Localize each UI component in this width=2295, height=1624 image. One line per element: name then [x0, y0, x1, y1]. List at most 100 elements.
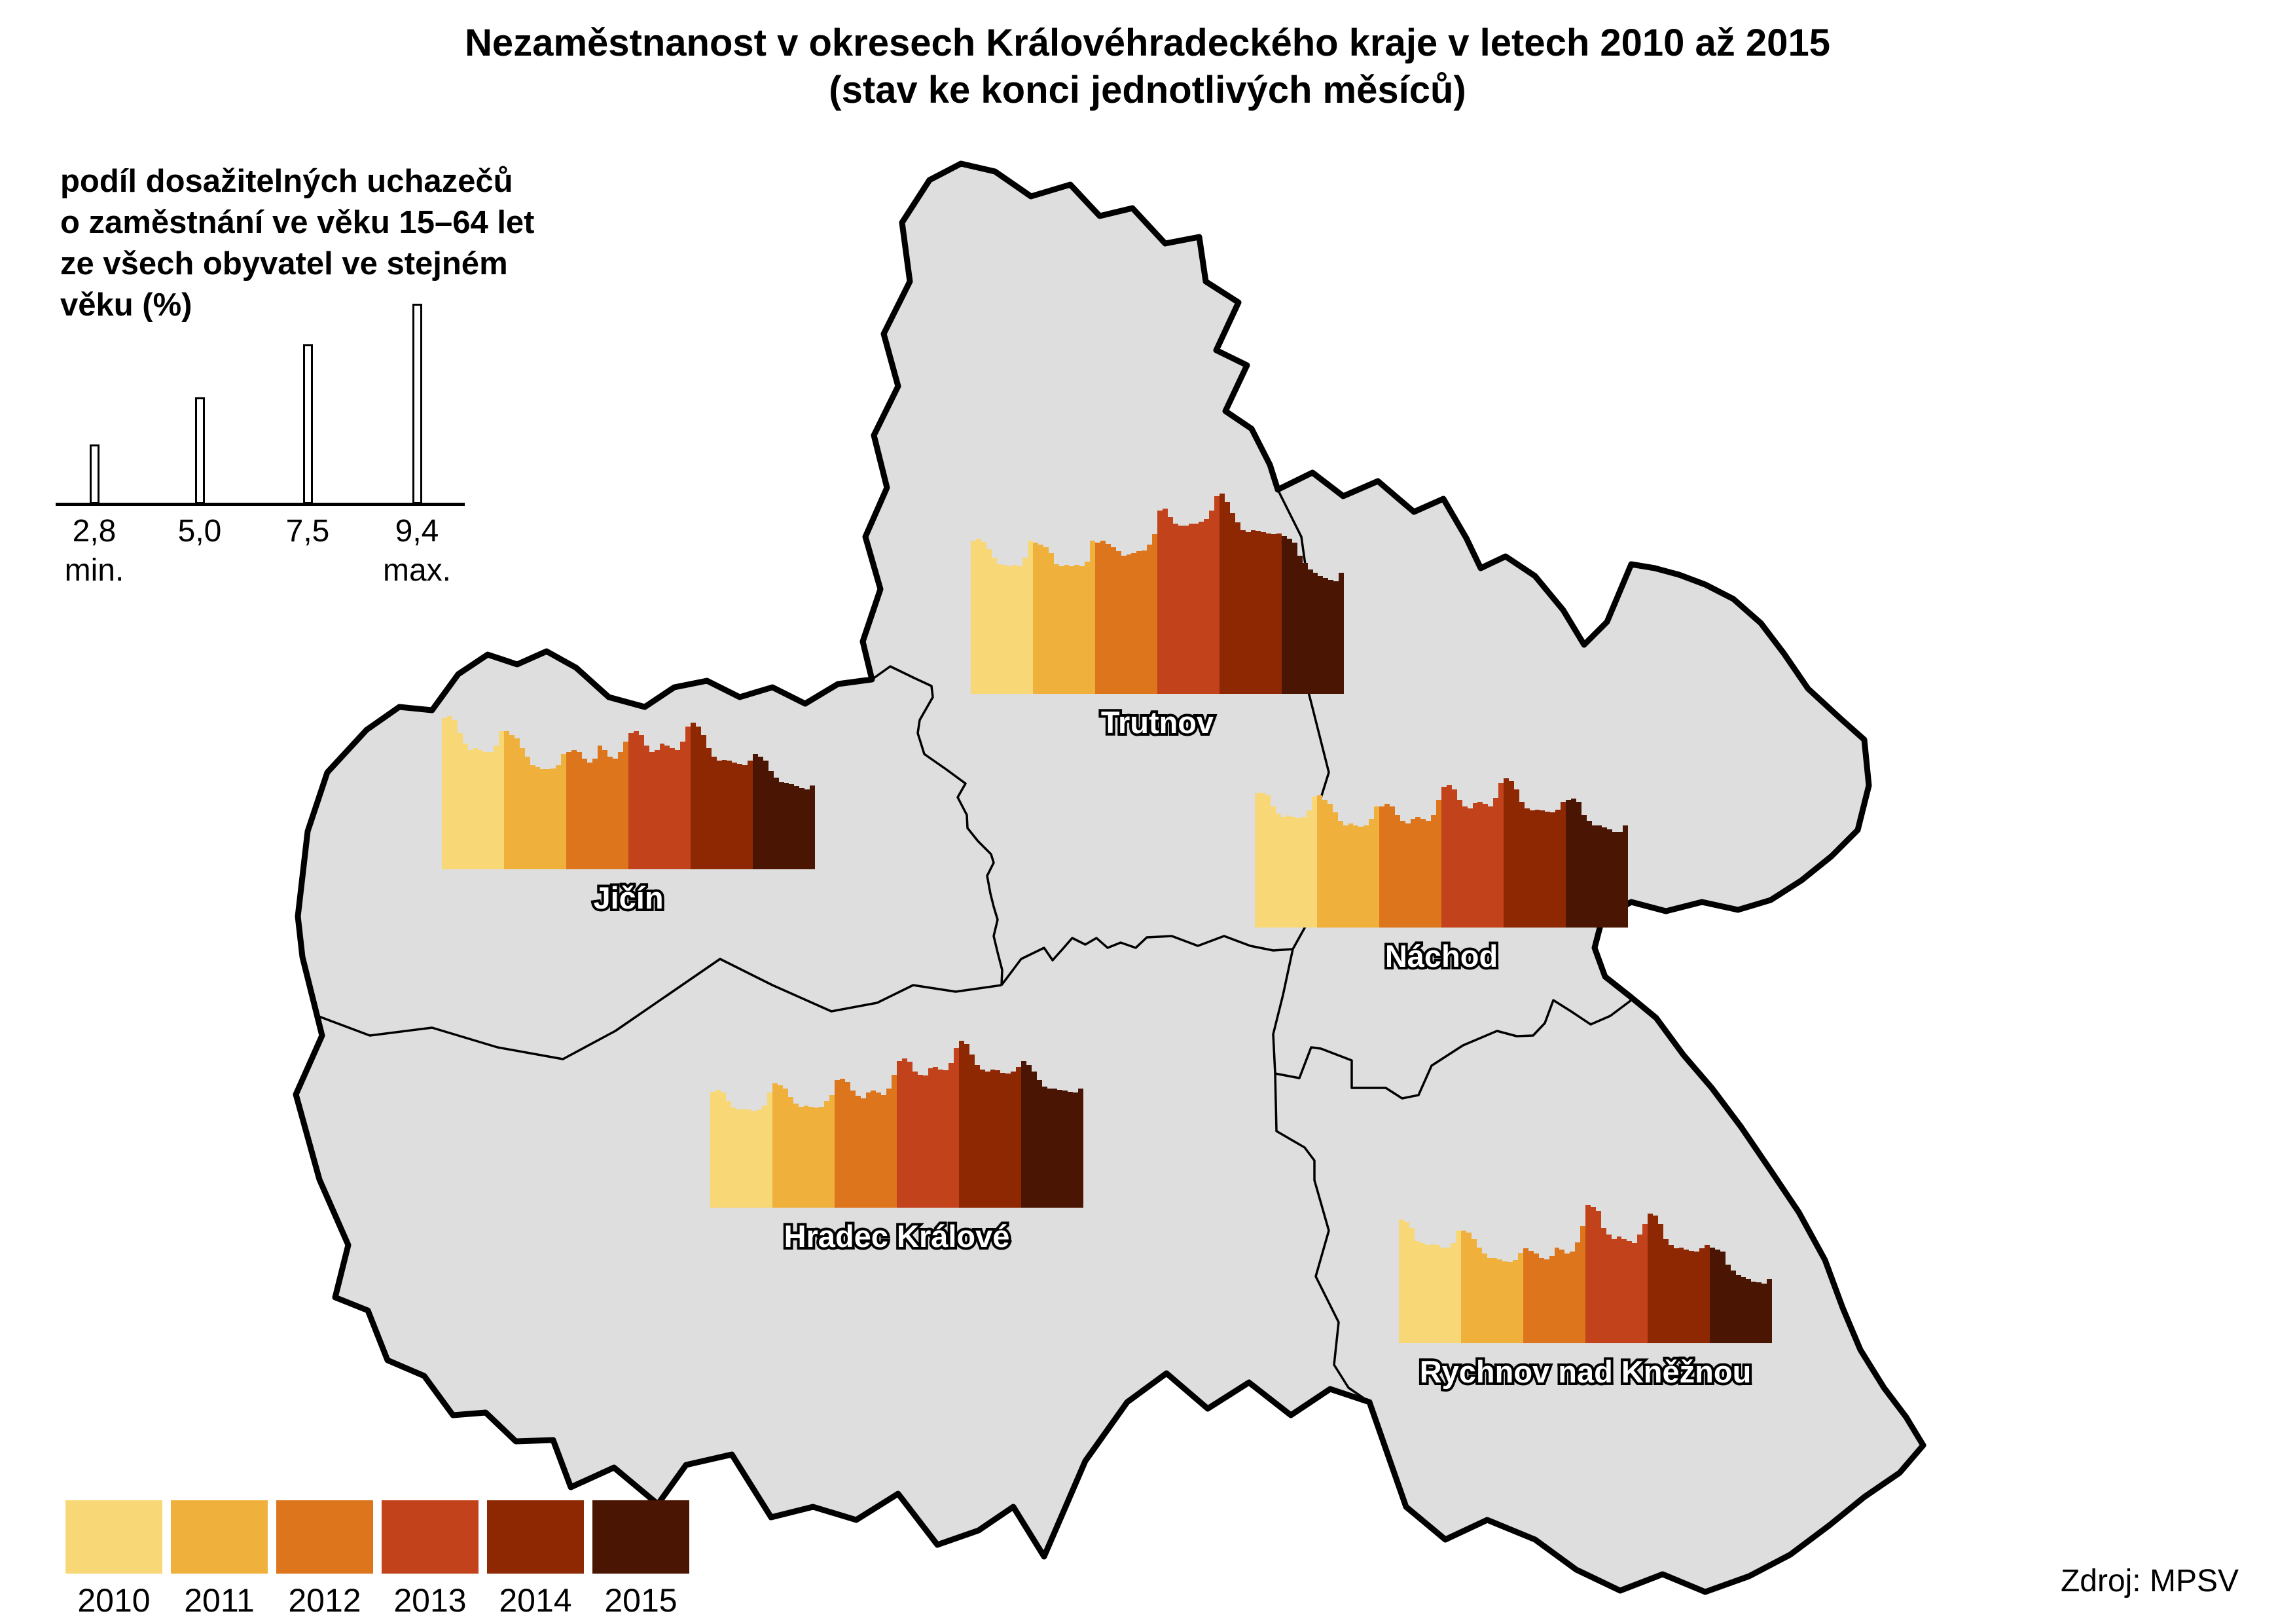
month-bar	[1276, 533, 1282, 694]
month-bar	[1259, 793, 1265, 928]
month-bar	[1451, 789, 1457, 928]
month-bar	[1699, 1248, 1705, 1343]
month-bar	[571, 750, 577, 869]
year-block-2010	[1255, 718, 1318, 928]
month-bar	[1031, 1072, 1037, 1208]
month-bar	[1446, 785, 1452, 928]
month-bar	[1007, 566, 1013, 694]
month-bar	[810, 785, 816, 869]
month-bar	[721, 760, 727, 869]
month-bar	[1033, 543, 1038, 694]
month-bar	[736, 1110, 742, 1208]
year-legend-item-2015: 2015	[592, 1500, 689, 1619]
year-block-2011	[504, 660, 567, 869]
month-bar	[773, 778, 779, 869]
year-block-2012	[1523, 1134, 1586, 1343]
month-bar	[1115, 551, 1121, 694]
month-bar	[824, 1101, 830, 1208]
scale-bar-5,0	[195, 397, 205, 504]
month-bar	[494, 746, 499, 869]
caption-line-3: ze všech obyvatel ve stejném	[60, 246, 508, 281]
month-bar	[917, 1075, 923, 1208]
month-bar	[901, 1058, 907, 1208]
month-bar	[1617, 832, 1623, 928]
month-bar	[1751, 1282, 1757, 1343]
month-bar	[1105, 544, 1111, 694]
month-bar	[1508, 781, 1514, 928]
month-bar	[748, 761, 753, 869]
month-bar	[1467, 808, 1473, 928]
month-bar	[938, 1070, 944, 1208]
month-bar	[664, 746, 670, 869]
month-bar	[1327, 804, 1333, 928]
month-bar	[1606, 1235, 1612, 1343]
year-block-2013	[897, 998, 960, 1208]
year-legend-item-2014: 2014	[487, 1500, 584, 1619]
month-bar	[1451, 1243, 1456, 1343]
month-bar	[1301, 817, 1307, 928]
month-bar	[607, 757, 613, 869]
source-note: Zdroj: MPSV	[2060, 1564, 2239, 1598]
district-label-jičín: Jičín	[593, 880, 663, 915]
month-bar	[1642, 1224, 1648, 1343]
month-bar	[1487, 1258, 1492, 1343]
month-bar	[996, 564, 1002, 694]
month-bar	[1307, 810, 1312, 928]
month-bar	[478, 750, 484, 869]
month-bar	[757, 1110, 763, 1208]
month-bar	[1632, 1243, 1638, 1343]
month-bar	[1705, 1245, 1710, 1343]
month-bar	[892, 1075, 897, 1208]
month-bar	[1389, 806, 1395, 928]
month-bar	[1297, 556, 1303, 694]
month-bar	[1559, 1250, 1565, 1343]
scale-tick-sublabel: max.	[382, 553, 451, 588]
month-bar	[711, 757, 717, 869]
month-bar	[912, 1072, 918, 1208]
month-bar	[1591, 825, 1597, 928]
page-subtitle: (stav ke konci jednotlivých měsíců)	[829, 69, 1466, 111]
month-bar	[1544, 1259, 1549, 1343]
year-legend: 2010 2011 2012 2013 2014 2015	[65, 1500, 689, 1619]
month-bar	[1607, 829, 1613, 928]
month-bar	[1481, 1254, 1487, 1343]
month-bar	[530, 765, 535, 869]
month-bar	[654, 750, 660, 869]
month-bar	[1403, 1222, 1409, 1343]
district-label-rychnov-nad-kněžnou: Rychnov nad Kněžnou	[1420, 1354, 1752, 1389]
year-block-2014	[691, 660, 753, 869]
district-label-náchod: Náchod	[1385, 939, 1498, 973]
year-block-2011	[1033, 484, 1096, 694]
month-bar	[1026, 1065, 1032, 1208]
month-bar	[1513, 1260, 1519, 1343]
month-bar	[876, 1092, 882, 1208]
month-bar	[777, 1085, 783, 1208]
month-bar	[602, 750, 608, 869]
month-bar	[1021, 1061, 1026, 1208]
month-bar	[1524, 808, 1530, 928]
month-bar	[1053, 564, 1059, 694]
month-bar	[1545, 812, 1551, 928]
month-bar	[1493, 798, 1499, 928]
month-bar	[778, 782, 784, 869]
month-bar	[462, 744, 468, 869]
month-bar	[720, 1092, 726, 1208]
month-bar	[1142, 550, 1148, 694]
month-bar	[1570, 1252, 1576, 1343]
year-block-2011	[772, 998, 835, 1208]
month-bar	[1317, 795, 1322, 928]
month-bar	[772, 1083, 778, 1208]
month-bar	[1409, 1228, 1415, 1343]
month-bar	[587, 763, 592, 869]
district-border-1	[871, 665, 1003, 986]
month-bar	[545, 769, 551, 869]
month-bar	[732, 763, 738, 869]
month-bar	[1374, 806, 1380, 928]
month-bar	[1245, 532, 1251, 694]
month-bar	[798, 1107, 804, 1208]
month-bar	[1068, 1092, 1074, 1208]
month-bar	[897, 1061, 902, 1208]
month-bar	[1162, 509, 1168, 694]
month-bar	[844, 1082, 850, 1208]
scale-tick-label: 9,4	[395, 514, 439, 549]
